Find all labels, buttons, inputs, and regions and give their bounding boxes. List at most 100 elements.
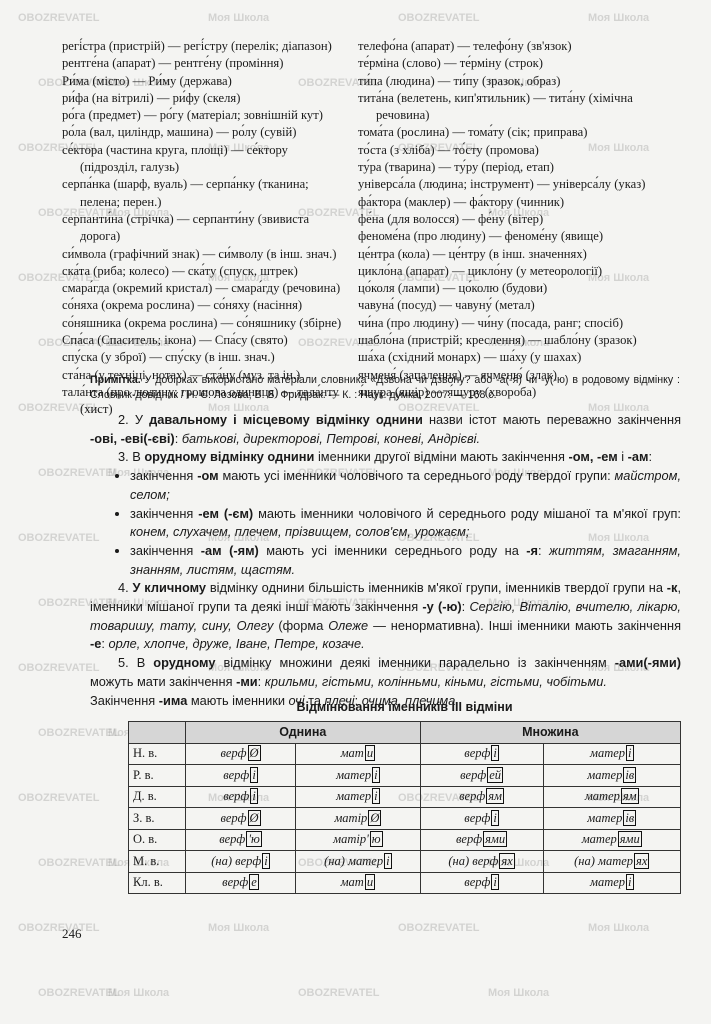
text-run: та <box>304 692 325 708</box>
stem: матер <box>589 746 626 761</box>
stem: (на) верф <box>448 853 499 868</box>
text-run: мають іменники чоловічого й середнього р… <box>253 505 681 521</box>
text-run: : <box>538 542 550 558</box>
text-run: майстром, селом; <box>130 468 681 502</box>
text-run: (форма <box>273 617 329 633</box>
word-list-right: телефо́на (апарат) — телефо́ну (зв'язок)… <box>358 38 680 401</box>
table-row: Кл. в. верф е мат и верф і матер і <box>128 871 681 894</box>
stem: верф <box>223 767 250 782</box>
bullet-item: закінчення -ам (-ям) мають усі іменники … <box>130 542 681 579</box>
word-entry: ри́фа (на вітрилі) — ри́фу (скеля) <box>62 90 241 105</box>
note-label: Примітка. <box>90 374 141 386</box>
form-cell: верф ям <box>419 785 544 808</box>
watermark: OBOZREVATEL <box>38 857 120 869</box>
watermark: Моя Школа <box>108 987 170 999</box>
ending: ям <box>620 788 639 805</box>
watermark: Моя Школа <box>588 922 650 934</box>
stem: (на) верф <box>211 853 262 868</box>
word-entry: я́щура (ящір) — я́щуру (хвороба) <box>358 384 537 399</box>
form-cell: (на) верф ях <box>419 850 544 873</box>
watermark: OBOZREVATEL <box>38 987 120 999</box>
text-run: : <box>461 599 470 615</box>
text-run: очі <box>288 692 305 708</box>
text-run: -я <box>526 542 539 558</box>
ending: ях <box>634 852 650 869</box>
ending: 'ю <box>246 831 262 848</box>
text-run: 4. <box>118 580 133 596</box>
text-run: -е <box>90 636 102 652</box>
ending: і <box>250 788 258 805</box>
ending: ям <box>486 788 505 805</box>
text-run: закінчення <box>130 468 198 484</box>
text-run: Сергію, Віталію, вчителю, лікарю, товари… <box>90 599 681 633</box>
table-row: О. в. верф'ю матір' ю верф ями матер ями <box>128 828 681 851</box>
stem: матер <box>336 767 372 782</box>
text-run: : <box>101 636 109 652</box>
text-run: -ам <box>627 449 649 465</box>
word-entry: Спа́са (Спаситель; ікона) — Спа́су (свят… <box>62 333 288 348</box>
text-run: орле, хлопче, друже, Іване, Петре, козач… <box>108 636 365 652</box>
text-run: і <box>617 449 628 465</box>
stem: (на) матер <box>324 853 384 868</box>
text-run: -ми <box>236 673 258 689</box>
form-cell: матер і <box>542 871 681 894</box>
ending: ів <box>623 766 637 783</box>
form-cell: верф ей <box>419 764 544 787</box>
text-run: -ами(-ями) <box>614 655 681 671</box>
text-run: -ом <box>197 468 219 484</box>
watermark: OBOZREVATEL <box>18 662 100 674</box>
case-cell: Н. в. <box>128 742 186 765</box>
text-run: закінчення <box>130 542 201 558</box>
text-run: -ам (-ям) <box>200 542 259 558</box>
stem: матер <box>336 789 372 804</box>
case-cell: М. в. <box>128 850 186 873</box>
word-entry: серпанти́на (стрічка) — серпанти́ну (зви… <box>62 211 310 244</box>
form-cell: верф і <box>184 764 297 787</box>
stem: верф <box>456 832 483 847</box>
text-run: мають усі іменники середнього роду на <box>258 542 527 558</box>
watermark: Моя Школа <box>488 987 550 999</box>
word-entry: чавуна́ (посуд) — чавуну́ (метал) <box>358 298 535 313</box>
form-cell: верф е <box>184 871 297 894</box>
text-run: назви істот мають переважно закінчення <box>422 412 681 427</box>
ending: і <box>250 766 258 783</box>
ending: і <box>491 809 499 826</box>
word-list-left: регі́стра (пристрій) — регі́стру (перелі… <box>62 38 347 419</box>
form-cell: верф і <box>184 785 297 808</box>
stem: матер <box>587 810 623 825</box>
text-run: давальному і місцевому відмінку однини <box>149 412 423 427</box>
text-run: конем, слухачем, плечем, прізвищем, соло… <box>130 524 470 540</box>
text-run: Закінчення <box>90 692 159 708</box>
form-cell: матер ям <box>542 785 681 808</box>
stem: мат <box>340 875 364 890</box>
watermark: OBOZREVATEL <box>298 987 380 999</box>
stem: матер <box>584 789 620 804</box>
text-run: закінчення <box>130 505 199 521</box>
text-run: крильми, гістьми, колінньми, кіньми, гіс… <box>264 673 607 689</box>
case-cell: Р. в. <box>128 764 186 787</box>
word-entry: шабло́на (пристрій; креслення) — шабло́н… <box>358 333 637 348</box>
text-run: плечі <box>324 692 355 708</box>
text-run: іменники другої відміни мають закінчення <box>314 449 569 465</box>
ending: і <box>491 745 499 762</box>
word-entry: ста́на (у техніці, нотах) — ста́ну (муз.… <box>62 367 301 382</box>
table-row: Д. в. верф і матер і верф ям матер ям <box>128 785 681 808</box>
word-entry: си́мвола (графічний знак) — си́мволу (в … <box>62 246 337 261</box>
ending: і <box>262 852 270 869</box>
ending: и <box>364 745 376 762</box>
stem: (на) матер <box>574 853 634 868</box>
word-entry: тала́нта (про людину; грошова одиниця) —… <box>62 384 339 417</box>
stem: верф <box>220 810 247 825</box>
text-run: орудному <box>153 655 216 671</box>
ending: ями <box>483 831 508 848</box>
form-cell: верф і <box>419 807 544 830</box>
watermark: OBOZREVATEL <box>38 727 120 739</box>
ending: і <box>372 766 380 783</box>
note-text: У добірках використано матеріали словник… <box>90 374 680 401</box>
paragraph: 5. В орудному відмінку множини деякі іме… <box>90 654 681 691</box>
word-entry: ти́па (людина) — ти́пу (зразок, образ) <box>358 73 561 88</box>
text-run: батькові, директорові, Петрові, коневі, … <box>181 430 481 446</box>
ending: и <box>364 874 376 891</box>
word-entry: спу́ска (у зброї) — спу́ску (в інш. знач… <box>62 350 275 365</box>
